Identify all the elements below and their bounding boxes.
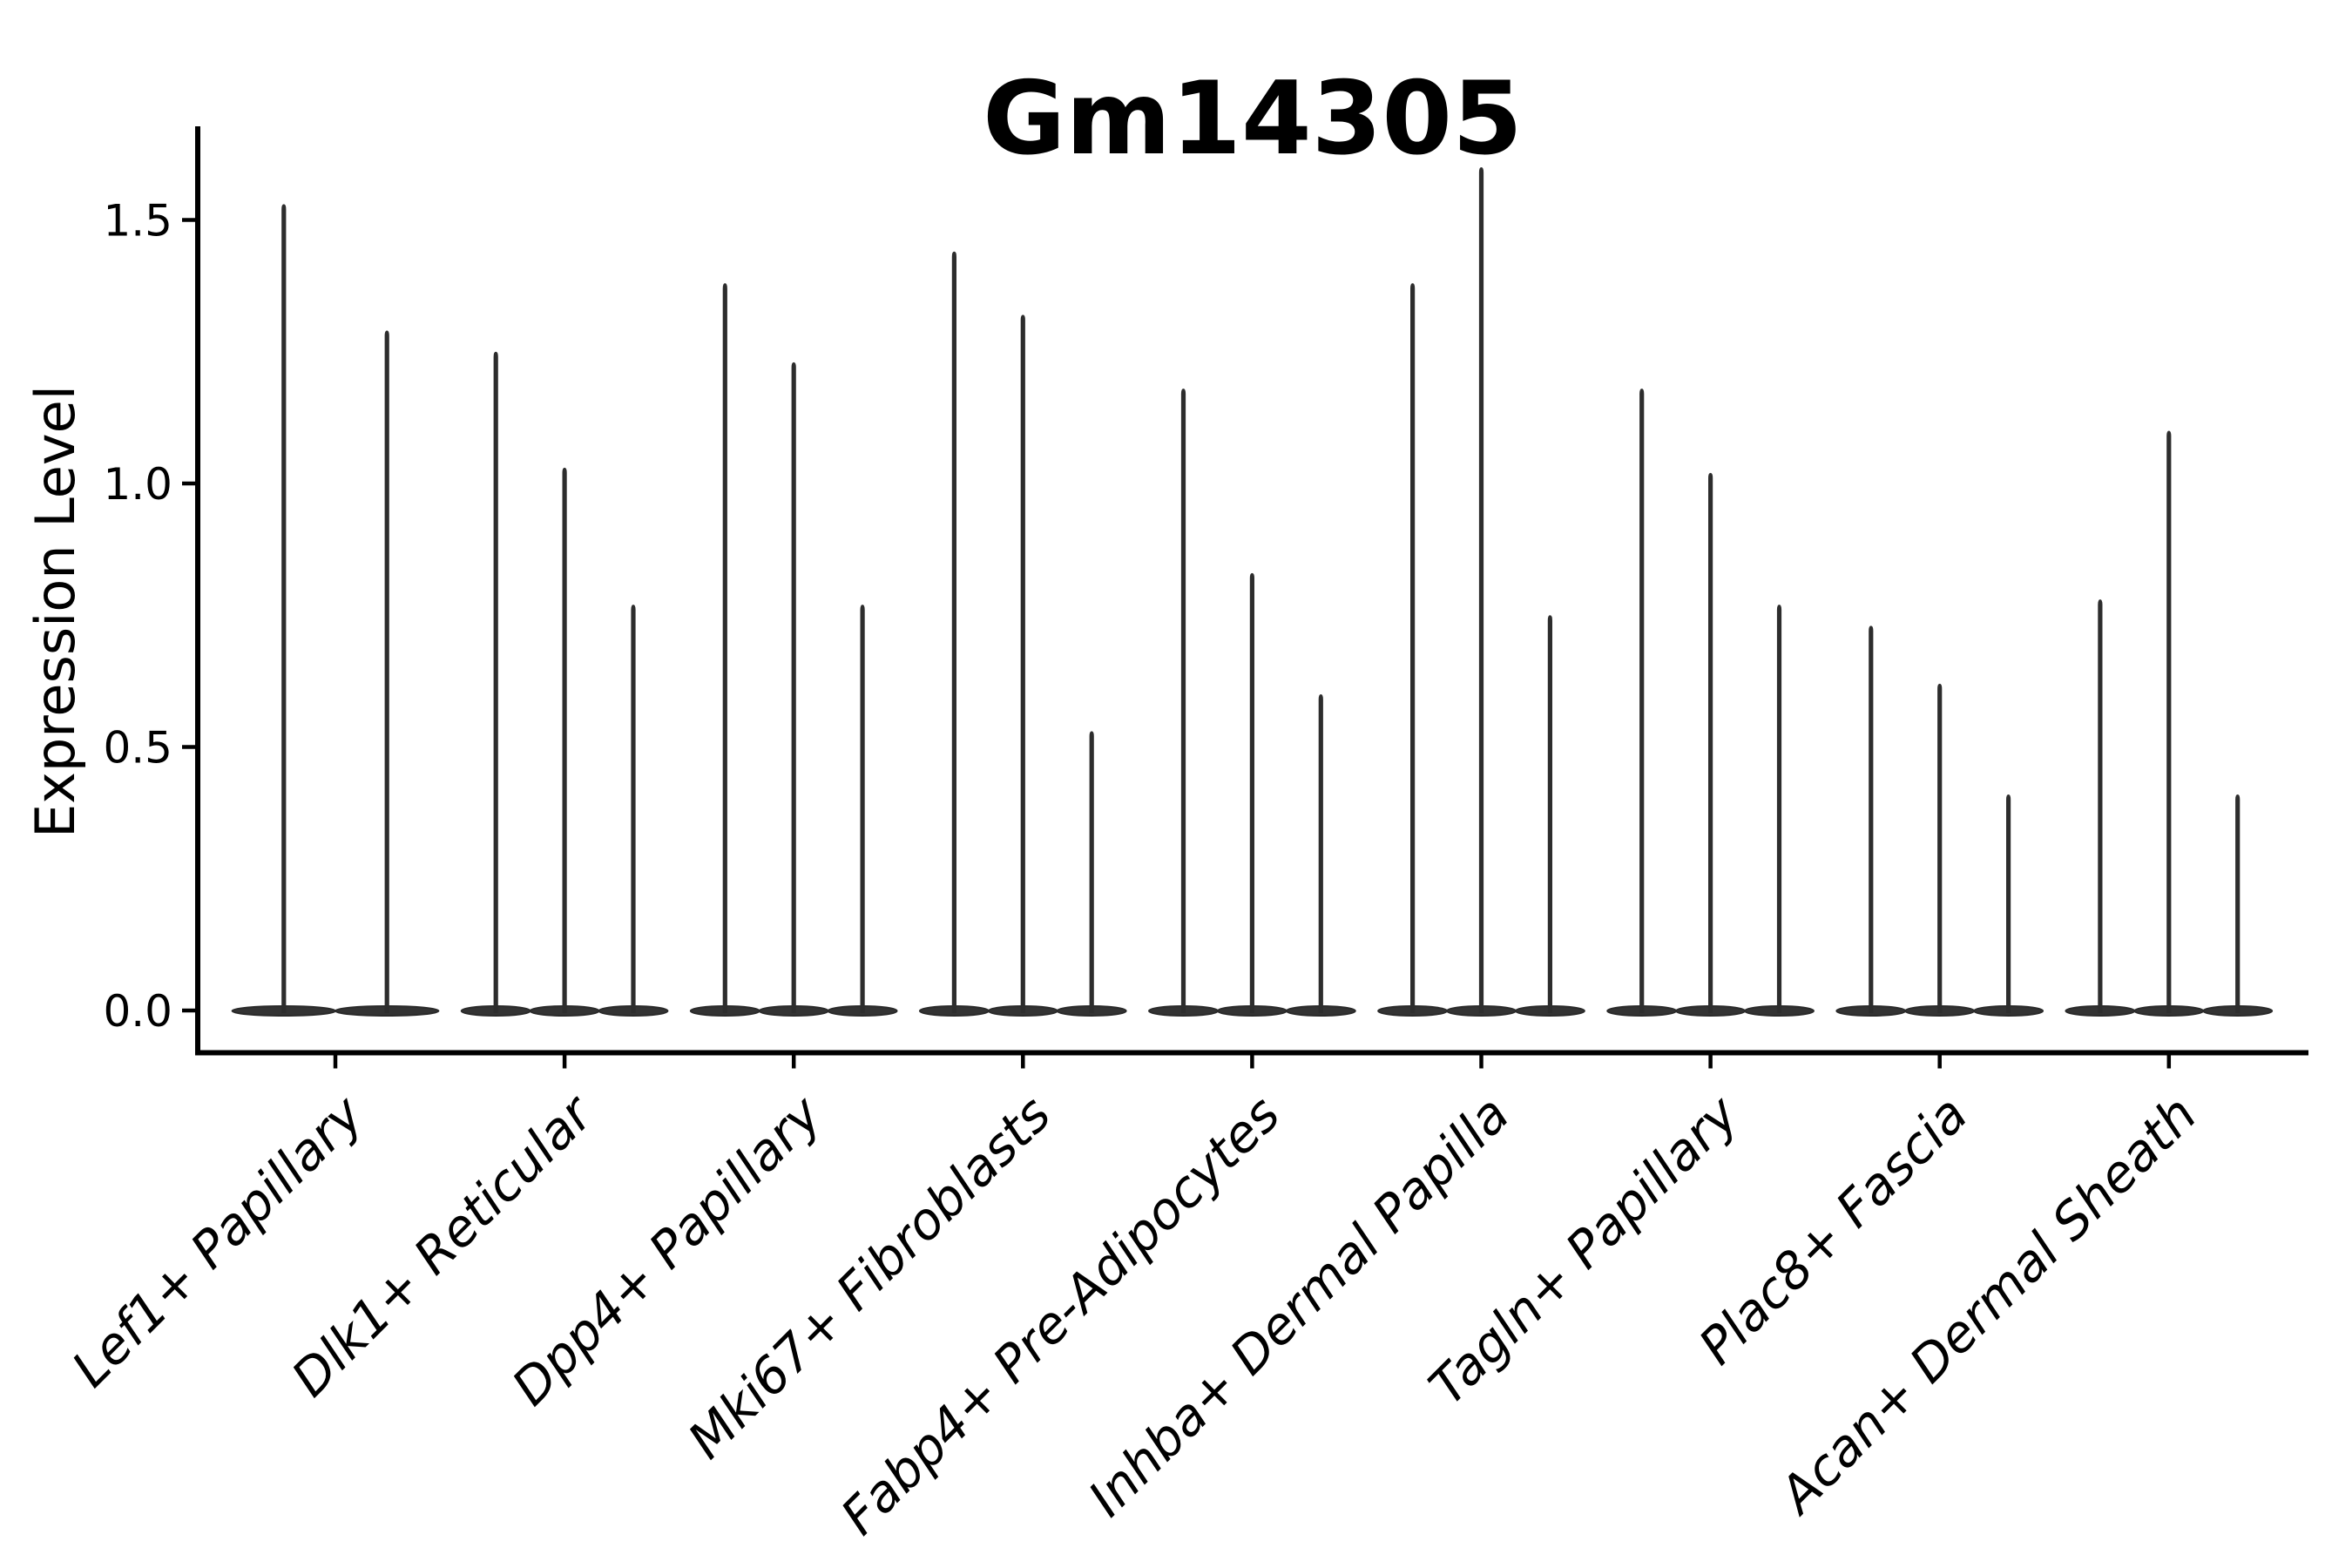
- violin-spike: [1318, 694, 1323, 1013]
- violin-spike: [1639, 389, 1645, 1014]
- violin-spike: [2006, 794, 2011, 1013]
- violin-spike: [1869, 625, 1874, 1013]
- violin-spike: [1776, 605, 1782, 1013]
- violin-spike: [384, 330, 389, 1013]
- violin-spike: [1020, 314, 1025, 1013]
- violin-spike: [562, 467, 567, 1013]
- x-tick-label: Inhba+ Dermal Papilla: [1077, 1085, 1520, 1528]
- violin-spike: [722, 283, 727, 1014]
- x-tick-label: Fabp4+ Pre-Adipocytes: [829, 1085, 1291, 1546]
- violin-spike: [2166, 430, 2172, 1013]
- y-tick-label: 0.0: [103, 986, 172, 1037]
- violin-spike: [2098, 599, 2103, 1013]
- violin-spike: [951, 251, 956, 1013]
- violin-spike: [1410, 283, 1416, 1014]
- violin-spike: [791, 362, 796, 1014]
- y-tick-label: 1.0: [103, 459, 172, 510]
- violin-spike: [1547, 615, 1552, 1013]
- violin-spike: [860, 605, 865, 1013]
- violin-spike: [1180, 389, 1186, 1014]
- violin-spike: [493, 351, 498, 1013]
- violin-spike: [1249, 572, 1254, 1013]
- violin-spike: [281, 204, 287, 1014]
- y-tick-label: 0.5: [103, 723, 172, 774]
- x-tick-label: Acan+ Dermal Sheath: [1766, 1085, 2208, 1527]
- violin-spike: [2235, 794, 2240, 1013]
- chart-title: Gm14305: [983, 60, 1523, 178]
- violin-spike: [1937, 683, 1943, 1013]
- y-tick-label: 1.5: [103, 196, 172, 247]
- violin-spike: [631, 605, 636, 1013]
- violin-spike: [1478, 167, 1484, 1013]
- y-axis-label: Expression Level: [24, 385, 87, 838]
- violin-spike: [1708, 472, 1713, 1013]
- violin-spike: [1089, 731, 1094, 1013]
